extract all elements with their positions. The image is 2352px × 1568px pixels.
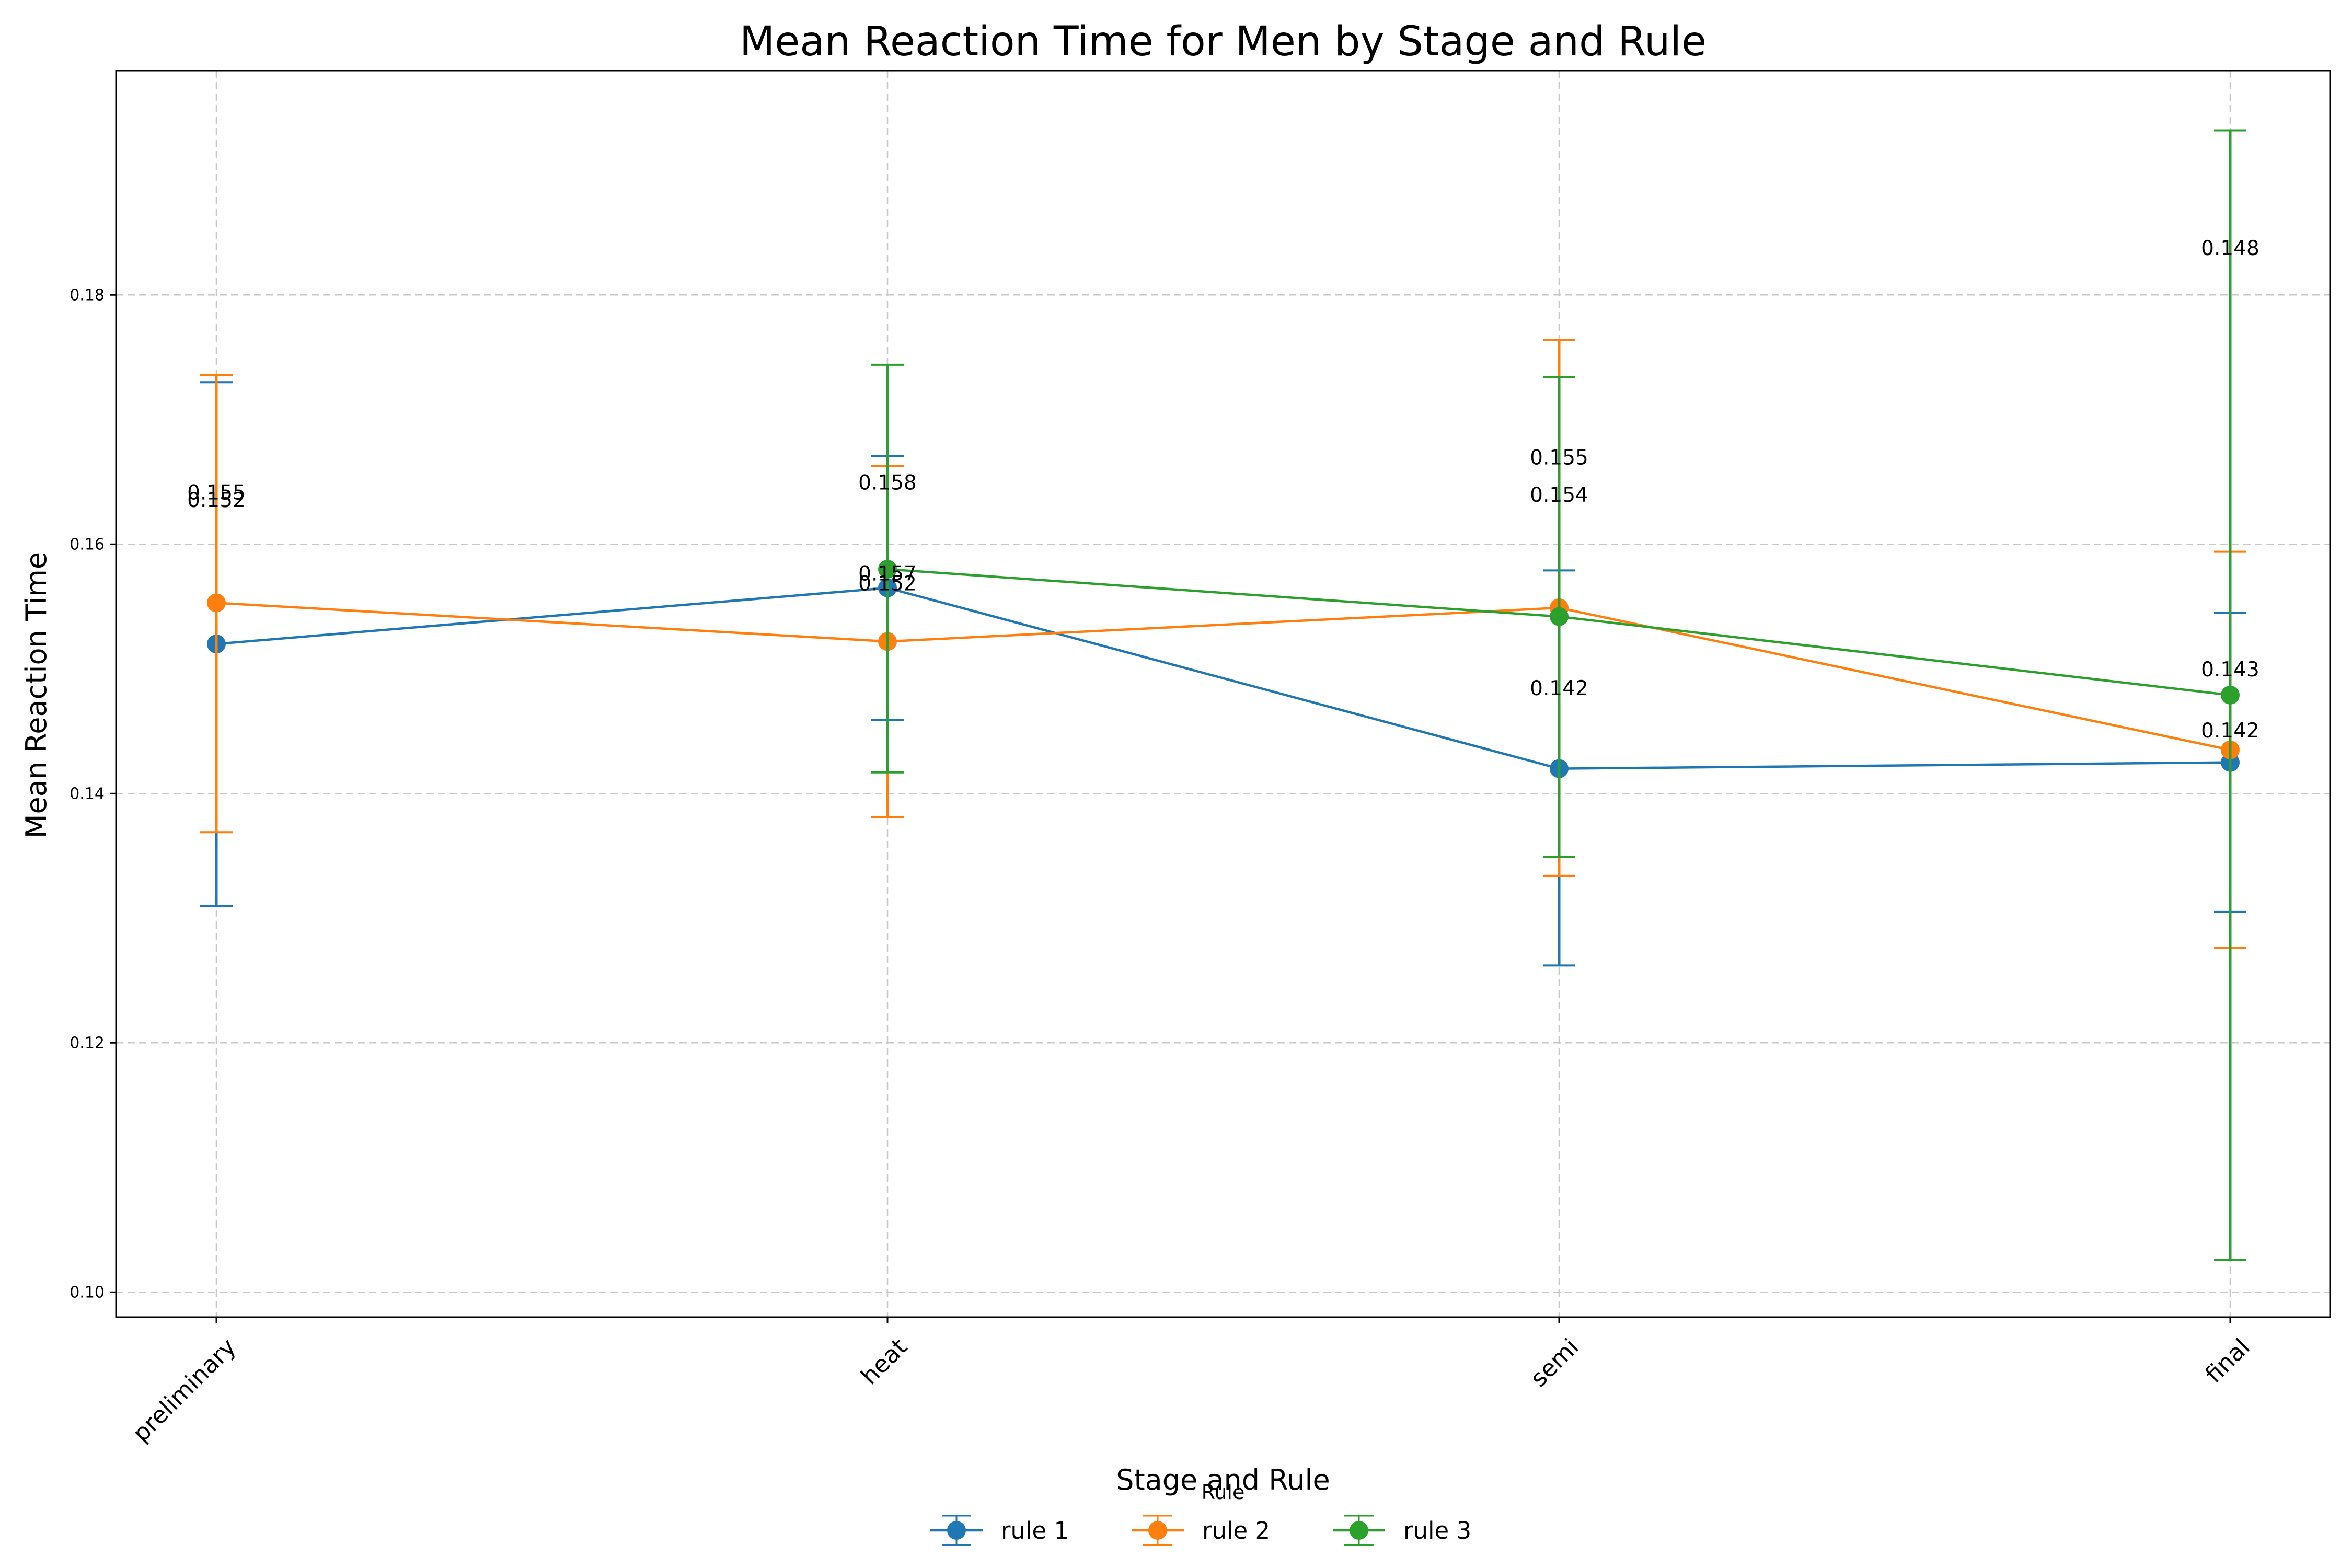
x-tick-label: semi <box>1525 1333 1584 1392</box>
data-point <box>207 593 226 613</box>
x-tick-label: preliminary <box>127 1333 241 1447</box>
series-rule-3 <box>871 129 2246 1261</box>
plot-frame <box>115 70 2331 1318</box>
series-rule-1 <box>200 381 2246 967</box>
legend-item-rule-1: rule 1 <box>930 1515 1069 1546</box>
series-layer <box>200 129 2246 1261</box>
data-label: 0.155 <box>1530 446 1588 470</box>
legend-marker <box>1350 1521 1368 1540</box>
y-tick-label: 0.14 <box>70 785 105 803</box>
data-label: 0.155 <box>187 481 246 504</box>
y-tick-label: 0.12 <box>70 1034 105 1052</box>
data-label: 0.154 <box>1530 483 1588 507</box>
legend-item-rule-3: rule 3 <box>1333 1515 1471 1546</box>
data-label: 0.152 <box>858 572 917 596</box>
data-label: 0.148 <box>2201 237 2259 260</box>
legend-label: rule 1 <box>1001 1517 1069 1544</box>
y-axis-label: Mean Reaction Time <box>20 552 53 838</box>
legend-item-rule-2: rule 2 <box>1132 1515 1270 1546</box>
data-label: 0.142 <box>1530 677 1588 700</box>
legend-marker <box>947 1521 966 1540</box>
tick-layer: 0.10 0.12 0.14 0.16 0.18 preliminary heat semi f… <box>70 286 2255 1447</box>
data-label: 0.157 <box>858 562 917 585</box>
legend-label: rule 3 <box>1403 1517 1471 1544</box>
data-label: 0.152 <box>187 489 246 512</box>
data-label-layer: 0.1520.1570.1420.1420.1550.1520.1550.143… <box>187 237 2259 743</box>
y-tick-label: 0.16 <box>70 535 105 554</box>
x-axis-label: Stage and Rule <box>1116 1463 1330 1496</box>
chart-title: Mean Reaction Time for Men by Stage and … <box>740 18 1707 65</box>
x-tick-label: final <box>2200 1333 2255 1388</box>
series-rule-2 <box>200 339 2246 950</box>
data-label: 0.143 <box>2201 658 2259 682</box>
y-tick-label: 0.18 <box>70 286 105 304</box>
legend-title: Rule <box>1202 1481 1245 1504</box>
x-tick-label: heat <box>856 1333 913 1390</box>
y-tick-label: 0.10 <box>70 1283 105 1301</box>
data-label: 0.158 <box>858 471 917 494</box>
series-line <box>216 586 2231 770</box>
data-point <box>2221 685 2240 705</box>
legend: Rule rule 1 rule 2 rule 3 <box>930 1481 1471 1546</box>
series-line <box>216 602 2231 752</box>
data-label: 0.142 <box>2201 719 2259 743</box>
legend-marker <box>1148 1521 1167 1540</box>
data-point <box>878 560 897 579</box>
data-point <box>1550 607 1569 626</box>
grid-layer <box>116 71 2330 1317</box>
legend-label: rule 2 <box>1202 1517 1270 1544</box>
